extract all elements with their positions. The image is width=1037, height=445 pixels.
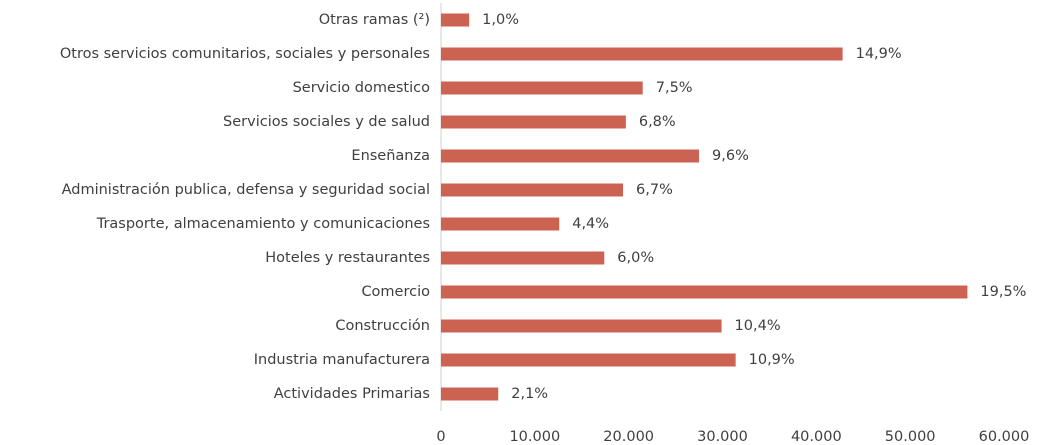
data-label: 10,4% — [735, 318, 781, 334]
bar — [441, 47, 843, 61]
bar — [441, 217, 560, 231]
data-label: 6,0% — [617, 250, 654, 266]
data-label: 2,1% — [511, 386, 548, 402]
y-tick-label: Otros servicios comunitarios, sociales y… — [60, 46, 430, 62]
data-label: 14,9% — [856, 46, 902, 62]
x-tick-label: 40.000 — [791, 429, 842, 445]
bar — [441, 387, 499, 401]
bar — [441, 183, 624, 197]
y-tick-label: Administración publica, defensa y seguri… — [62, 182, 430, 198]
data-label: 10,9% — [749, 352, 795, 368]
bar — [441, 251, 605, 265]
y-tick-label: Trasporte, almacenamiento y comunicacion… — [96, 216, 430, 232]
data-label: 1,0% — [482, 12, 519, 28]
y-tick-label: Servicio domestico — [293, 80, 431, 96]
y-tick-label: Industria manufacturera — [254, 352, 430, 368]
data-label: 7,5% — [656, 80, 693, 96]
data-label: 4,4% — [572, 216, 609, 232]
x-tick-label: 10.000 — [509, 429, 560, 445]
y-tick-label: Enseñanza — [351, 148, 430, 164]
data-label: 6,8% — [639, 114, 676, 130]
bar — [441, 353, 736, 367]
data-label: 6,7% — [636, 182, 673, 198]
y-tick-label: Actividades Primarias — [274, 386, 430, 402]
y-tick-label: Comercio — [361, 284, 430, 300]
x-tick-label: 30.000 — [697, 429, 748, 445]
data-label: 19,5% — [980, 284, 1026, 300]
y-tick-label: Otras ramas (²) — [319, 12, 430, 28]
x-tick-label: 60.000 — [979, 429, 1030, 445]
y-tick-label: Construcción — [335, 318, 430, 334]
x-tick-label: 0 — [436, 429, 445, 445]
data-label: 9,6% — [712, 148, 749, 164]
x-tick-label: 20.000 — [603, 429, 654, 445]
bar — [441, 13, 470, 27]
y-tick-label: Servicios sociales y de salud — [223, 114, 430, 130]
y-tick-label: Hoteles y restaurantes — [265, 250, 430, 266]
bar — [441, 319, 722, 333]
bar — [441, 285, 968, 299]
bar — [441, 115, 626, 129]
x-tick-label: 50.000 — [885, 429, 936, 445]
bar — [441, 81, 643, 95]
bar — [441, 149, 700, 163]
